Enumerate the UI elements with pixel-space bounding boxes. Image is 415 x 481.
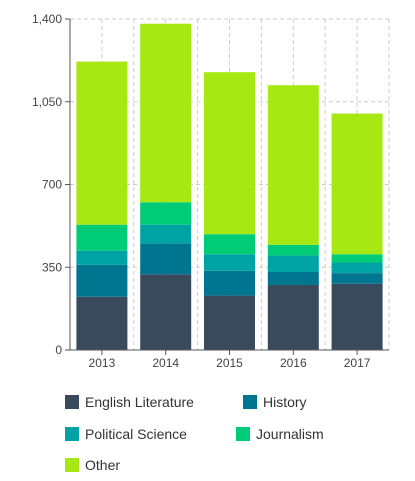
x-tick-label: 2015 xyxy=(216,356,243,370)
bar-segment-english-literature-2013[interactable] xyxy=(76,296,128,350)
legend-label: History xyxy=(263,394,307,410)
bar-segment-political-science-2014[interactable] xyxy=(140,224,192,244)
legend-item-history[interactable]: History xyxy=(243,394,307,410)
x-tick-label: 2014 xyxy=(152,356,179,370)
bar-segment-other-2013[interactable] xyxy=(76,61,128,225)
bar-segment-political-science-2016[interactable] xyxy=(267,255,319,272)
bar-segment-political-science-2013[interactable] xyxy=(76,250,128,265)
bar-segment-other-2014[interactable] xyxy=(140,23,192,203)
x-tick-label: 2013 xyxy=(89,356,116,370)
bars xyxy=(76,23,383,350)
legend-item-political-science[interactable]: Political Science xyxy=(65,426,187,442)
bar-segment-other-2015[interactable] xyxy=(204,72,255,235)
bar-segment-english-literature-2014[interactable] xyxy=(140,274,192,350)
bar-segment-political-science-2015[interactable] xyxy=(204,254,255,271)
bar-segment-journalism-2017[interactable] xyxy=(331,254,383,263)
bar-segment-english-literature-2016[interactable] xyxy=(267,284,319,350)
y-tick-label: 700 xyxy=(42,178,62,192)
legend-item-journalism[interactable]: Journalism xyxy=(236,426,324,442)
y-tick-label: 1,400 xyxy=(32,12,62,26)
legend-swatch xyxy=(65,395,79,409)
bar-segment-history-2013[interactable] xyxy=(76,264,128,297)
legend-swatch xyxy=(236,427,250,441)
legend-label: English Literature xyxy=(85,394,194,410)
legend-label: Journalism xyxy=(256,426,324,442)
bar-segment-english-literature-2015[interactable] xyxy=(204,295,255,350)
bar-segment-political-science-2017[interactable] xyxy=(331,262,383,274)
legend-label: Political Science xyxy=(85,426,187,442)
legend-label: Other xyxy=(85,457,121,473)
bar-segment-journalism-2016[interactable] xyxy=(267,244,319,256)
bar-segment-history-2014[interactable] xyxy=(140,243,192,275)
bar-segment-journalism-2015[interactable] xyxy=(204,234,255,255)
bar-segment-journalism-2013[interactable] xyxy=(76,224,128,251)
bar-segment-journalism-2014[interactable] xyxy=(140,202,192,225)
bar-segment-history-2016[interactable] xyxy=(267,271,319,285)
bar-segment-other-2016[interactable] xyxy=(267,85,319,245)
legend-swatch xyxy=(65,427,79,441)
legend-swatch xyxy=(243,395,257,409)
bar-segment-history-2015[interactable] xyxy=(204,270,255,296)
legend-item-other[interactable]: Other xyxy=(65,457,120,473)
x-tick-label: 2017 xyxy=(344,356,371,370)
legend-swatch xyxy=(65,458,79,472)
y-tick-label: 0 xyxy=(55,343,62,357)
bar-segment-other-2017[interactable] xyxy=(331,113,383,255)
legend-item-english-literature[interactable]: English Literature xyxy=(65,394,194,410)
y-tick-label: 1,050 xyxy=(32,95,62,109)
bar-segment-english-literature-2017[interactable] xyxy=(331,283,383,350)
axes: 0 350 700 1,050 1,400 2013 2014 2015 2016 2017 xyxy=(32,12,389,370)
bar-segment-history-2017[interactable] xyxy=(331,273,383,284)
y-tick-label: 350 xyxy=(42,260,62,274)
x-tick-label: 2016 xyxy=(280,356,307,370)
